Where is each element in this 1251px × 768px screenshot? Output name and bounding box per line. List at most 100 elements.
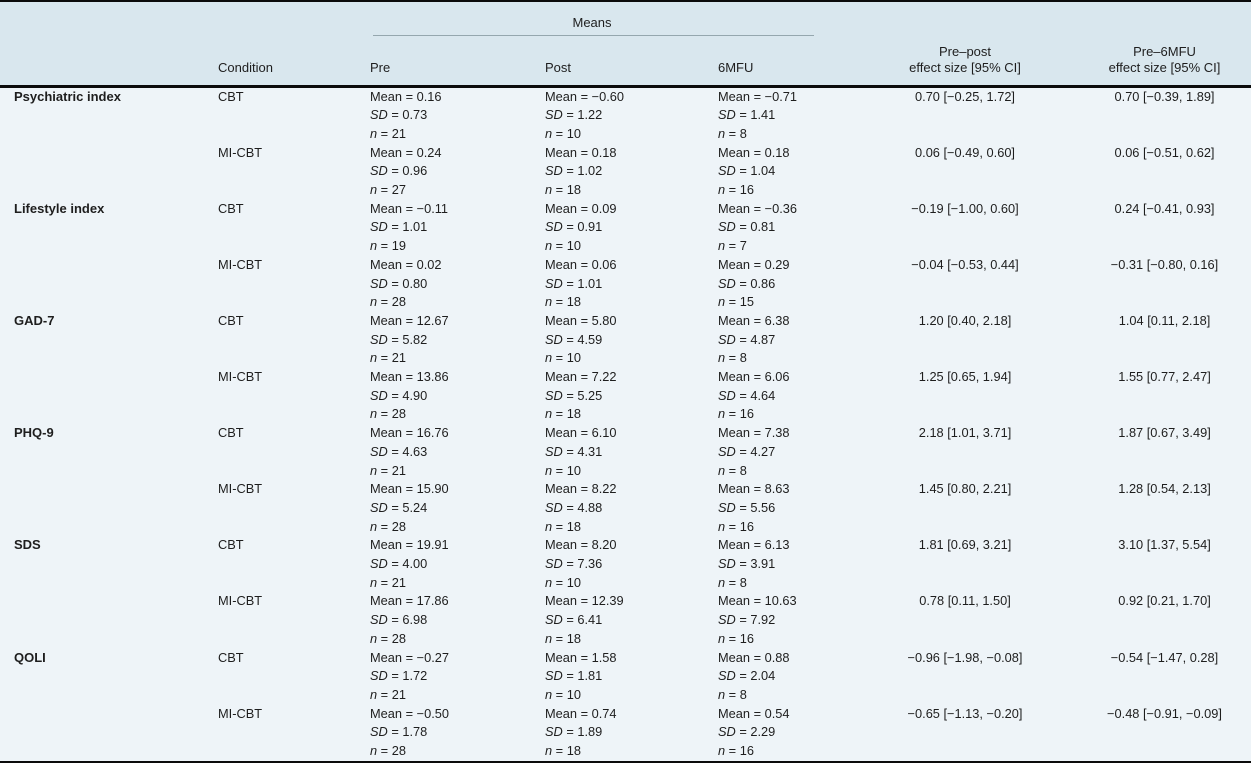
prepost-effect-size-header-line1: Pre–post: [938, 43, 992, 59]
table-row: SDS CBT Mean = 19.91 SD = 4.00 n = 21 Mean = …: [0, 536, 1251, 649]
equals-sign: =: [562, 668, 578, 684]
equals-sign: =: [387, 499, 403, 515]
stat-line: n = 10: [545, 125, 718, 144]
stat-value: 6.10: [591, 425, 617, 441]
prepost-effect-size-header-line2: effect size [95% CI]: [909, 59, 1021, 75]
stat-label: n: [718, 518, 726, 534]
6mfu-stats-cell: Mean = −0.36 SD = 0.81 n = 7: [718, 199, 853, 256]
stat-line: n = 27: [370, 181, 545, 200]
equals-sign: =: [725, 462, 740, 478]
stat-line: Mean = 8.22: [545, 480, 718, 499]
stat-label: Mean: [718, 369, 751, 385]
equals-sign: =: [725, 294, 740, 310]
equals-sign: =: [577, 256, 592, 272]
stat-label: Mean: [718, 200, 751, 216]
stat-label: Mean: [370, 649, 403, 665]
stat-label: n: [370, 125, 378, 141]
prepost-effect-size-cell: 0.78 [0.11, 1.50]: [852, 592, 1079, 649]
table-body: Psychiatric index CBT Mean = 0.16 SD = 0.73…: [0, 86, 1251, 761]
premfu-effect-size-cell: 0.06 [−0.51, 0.62]: [1078, 143, 1251, 200]
equals-sign: =: [552, 406, 567, 422]
stat-line: SD = 0.80: [370, 275, 545, 294]
stat-value: 3.91: [750, 556, 776, 572]
stat-value: 7.92: [750, 612, 776, 628]
stat-value: 4.31: [577, 443, 603, 459]
stat-label: SD: [370, 556, 388, 572]
post-stats-cell: Mean = 5.80 SD = 4.59 n = 10: [545, 311, 718, 369]
stat-label: SD: [370, 724, 388, 740]
stat-value: 27: [391, 182, 406, 198]
stat-label: SD: [370, 331, 388, 347]
stat-value: 8.22: [591, 481, 617, 497]
pre-stats-cell: Mean = 17.86 SD = 6.98 n = 28: [370, 592, 545, 649]
stat-line: Mean = 19.91: [370, 536, 545, 555]
stat-value: 0.24: [416, 144, 442, 160]
equals-sign: =: [735, 612, 751, 628]
stat-value: 0.18: [591, 144, 617, 160]
stat-line: n = 8: [718, 349, 852, 368]
equals-sign: =: [750, 312, 765, 328]
stat-line: SD = 4.87: [718, 331, 852, 350]
stat-line: SD = 4.27: [718, 443, 852, 462]
stat-label: Mean: [370, 705, 403, 721]
stat-label: SD: [545, 387, 563, 403]
table-row: MI-CBT Mean = 17.86 SD = 6.98 n = 28 Mean = …: [0, 592, 1251, 649]
pre-stats-cell: Mean = −0.11 SD = 1.01 n = 19: [370, 199, 545, 256]
stat-line: Mean = 0.02: [370, 256, 545, 275]
equals-sign: =: [725, 518, 740, 534]
stat-label: Mean: [370, 144, 403, 160]
stat-line: SD = 5.25: [545, 387, 718, 406]
equals-sign: =: [735, 556, 751, 572]
stat-label: Mean: [718, 705, 751, 721]
stat-value: 1.72: [402, 668, 428, 684]
condition-cell: CBT: [218, 311, 370, 369]
stat-label: Mean: [545, 593, 578, 609]
post-stats-cell: Mean = 8.22 SD = 4.88 n = 18: [545, 480, 718, 537]
equals-sign: =: [750, 481, 765, 497]
stat-line: n = 10: [545, 349, 718, 368]
stat-value: 5.25: [577, 387, 603, 403]
equals-sign: =: [377, 574, 392, 590]
stat-line: n = 21: [370, 462, 545, 481]
stat-line: SD = 4.59: [545, 331, 718, 350]
stat-value: 18: [566, 294, 581, 310]
equals-sign: =: [562, 275, 578, 291]
equals-sign: =: [552, 125, 567, 141]
premfu-effect-size-cell: 0.70 [−0.39, 1.89]: [1078, 86, 1251, 144]
stat-value: 0.16: [416, 88, 442, 104]
equals-sign: =: [552, 518, 567, 534]
stat-line: Mean = −0.11: [370, 200, 545, 219]
stat-line: Mean = −0.71: [718, 88, 852, 107]
pre-stats-cell: Mean = 15.90 SD = 5.24 n = 28: [370, 480, 545, 537]
premfu-effect-size-cell: −0.31 [−0.80, 0.16]: [1078, 255, 1251, 312]
stat-value: 19: [391, 238, 406, 254]
stat-label: Mean: [545, 537, 578, 553]
equals-sign: =: [387, 724, 403, 740]
stat-value: −0.71: [764, 88, 797, 104]
stat-label: n: [718, 462, 726, 478]
stat-label: SD: [718, 275, 736, 291]
stat-value: 5.82: [402, 331, 428, 347]
stat-value: 15.90: [416, 481, 449, 497]
stat-label: Mean: [718, 649, 751, 665]
stat-value: 16.76: [416, 425, 449, 441]
premfu-effect-size-header-line2: effect size [95% CI]: [1108, 59, 1221, 75]
equals-sign: =: [552, 687, 567, 702]
stat-label: SD: [545, 499, 563, 515]
equals-sign: =: [735, 724, 751, 740]
stat-value: −0.50: [416, 705, 449, 721]
6mfu-stats-cell: Mean = 8.63 SD = 5.56 n = 16: [718, 480, 853, 537]
prepost-effect-size-cell: −0.65 [−1.13, −0.20]: [852, 704, 1079, 761]
stat-label: SD: [718, 612, 736, 628]
stat-line: SD = 4.90: [370, 387, 545, 406]
equals-sign: =: [562, 556, 578, 572]
equals-sign: =: [377, 125, 392, 141]
stat-line: Mean = 13.86: [370, 368, 545, 387]
equals-sign: =: [552, 743, 567, 759]
premfu-effect-size-cell: 1.87 [0.67, 3.49]: [1078, 424, 1251, 481]
stat-value: 0.18: [764, 144, 790, 160]
stat-value: 19.91: [416, 537, 449, 553]
equals-sign: =: [402, 481, 417, 497]
stat-value: 12.67: [416, 312, 449, 328]
prepost-effect-size-cell: 0.06 [−0.49, 0.60]: [852, 143, 1079, 200]
